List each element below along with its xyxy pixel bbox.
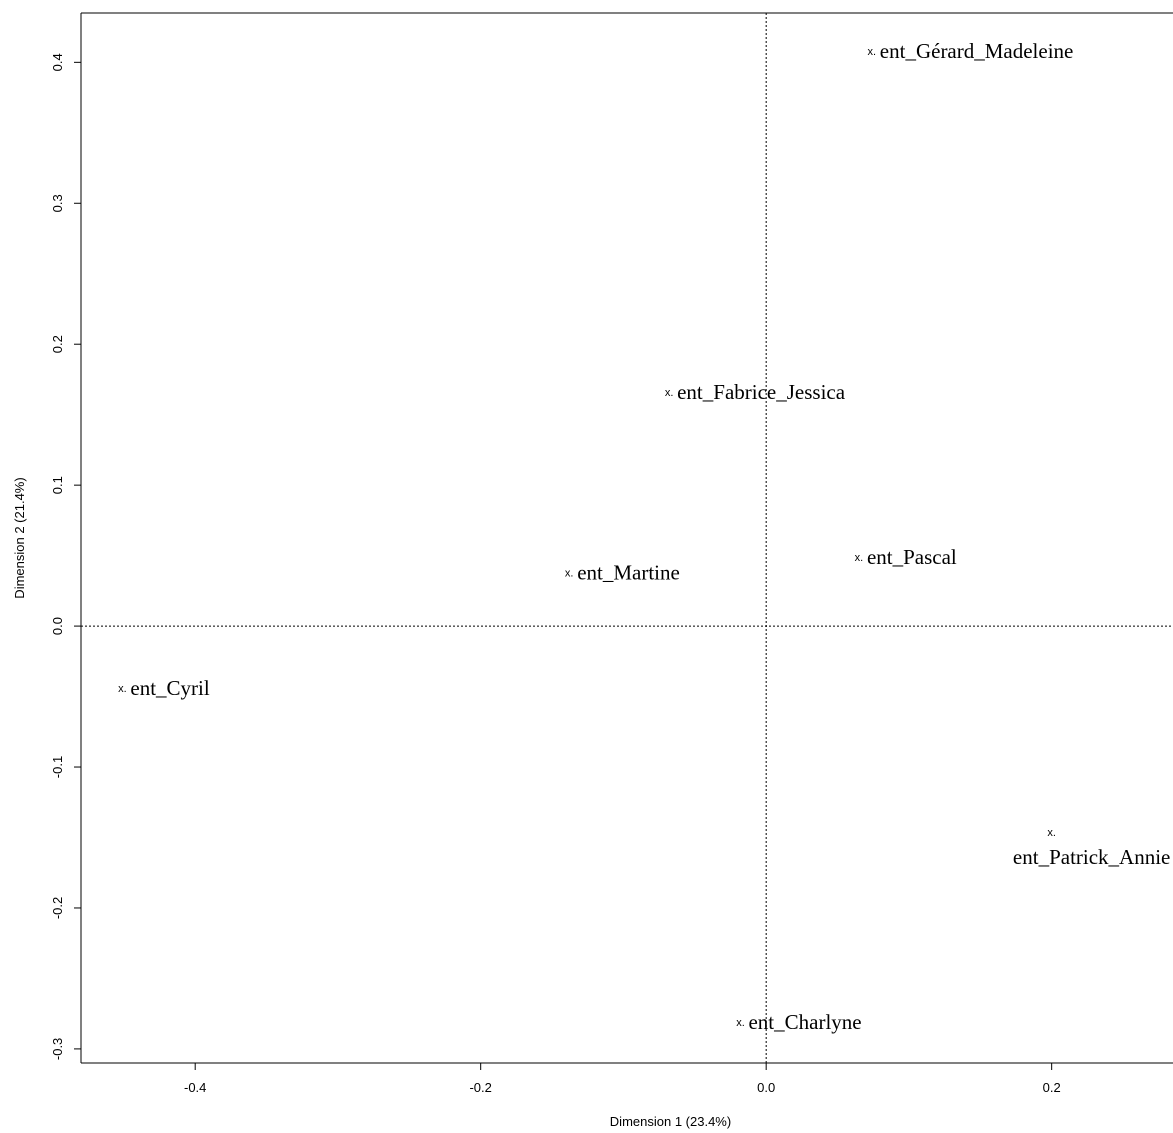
- point-label: ent_Cyril: [130, 676, 209, 700]
- data-point: x. ent_Patrick_Annie: [1013, 827, 1170, 869]
- x-tick-label: 0.0: [757, 1080, 775, 1095]
- reference-lines: [81, 13, 1173, 1063]
- point-marker: x.: [1047, 827, 1056, 839]
- y-axis-title: Dimension 2 (21.4%): [12, 477, 27, 598]
- y-tick-label: 0.2: [50, 335, 65, 353]
- y-tick-label: 0.3: [50, 194, 65, 212]
- point-label: ent_Martine: [577, 561, 680, 585]
- data-point: x. ent_Cyril: [118, 676, 210, 700]
- point-marker: x.: [118, 683, 127, 695]
- point-marker: x.: [565, 568, 574, 580]
- point-label: ent_Fabrice_Jessica: [677, 380, 846, 404]
- y-tick-label: -0.2: [50, 897, 65, 919]
- data-point: x. ent_Charlyne: [736, 1010, 861, 1034]
- y-tick-label: -0.3: [50, 1038, 65, 1060]
- point-label: ent_Patrick_Annie: [1013, 845, 1170, 869]
- y-axis: -0.3 -0.2 -0.1 0.0 0.1 0.2 0.3 0.4: [50, 53, 81, 1060]
- y-tick-label: 0.1: [50, 476, 65, 494]
- x-axis-title: Dimension 1 (23.4%): [610, 1114, 731, 1129]
- x-tick-label: -0.2: [469, 1080, 491, 1095]
- point-label: ent_Gérard_Madeleine: [880, 39, 1074, 63]
- x-tick-label: -0.4: [184, 1080, 206, 1095]
- point-marker: x.: [855, 552, 864, 564]
- y-tick-label: 0.4: [50, 53, 65, 71]
- point-marker: x.: [868, 46, 877, 58]
- data-point: x. ent_Fabrice_Jessica: [665, 380, 846, 404]
- data-point: x. ent_Martine: [565, 561, 680, 585]
- x-tick-label: 0.2: [1043, 1080, 1061, 1095]
- data-point: x. ent_Pascal: [855, 545, 957, 569]
- data-point: x. ent_Gérard_Madeleine: [868, 39, 1074, 63]
- point-marker: x.: [736, 1017, 745, 1029]
- point-marker: x.: [665, 387, 674, 399]
- point-label: ent_Pascal: [867, 545, 957, 569]
- x-axis: -0.4 -0.2 0.0 0.2: [184, 1063, 1061, 1095]
- y-tick-label: -0.1: [50, 756, 65, 778]
- y-tick-label: 0.0: [50, 617, 65, 635]
- point-label: ent_Charlyne: [748, 1010, 861, 1034]
- plot-frame: [80, 12, 1173, 1064]
